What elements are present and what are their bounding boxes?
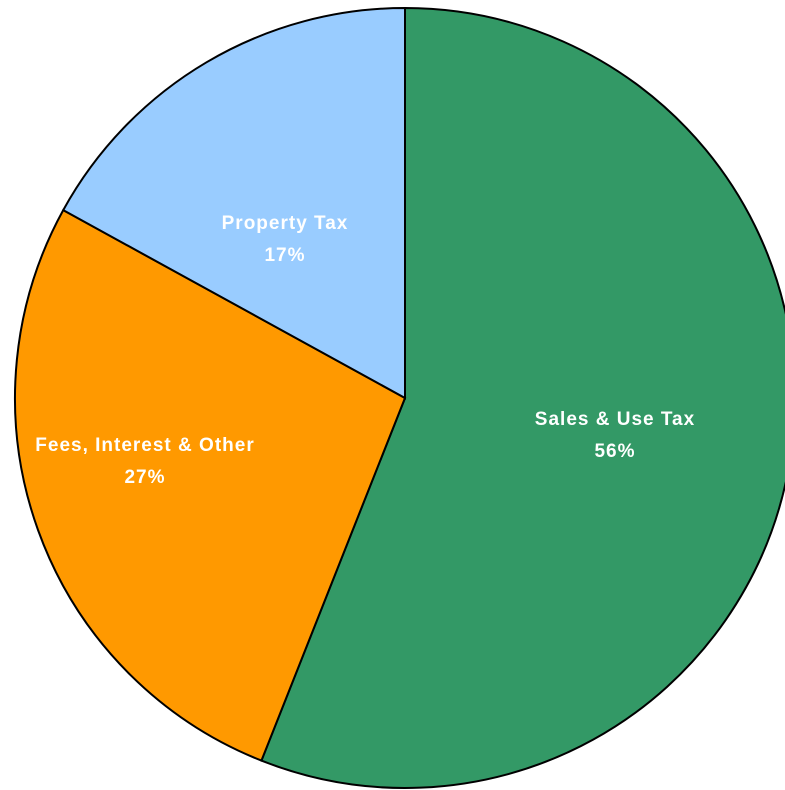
category-label: Property Tax xyxy=(221,213,349,234)
slice-label: Sales & Use Tax 56% xyxy=(485,404,745,468)
value-label: 56% xyxy=(594,441,636,462)
pie-slice xyxy=(14,208,407,762)
category-label: Fees, Interest & Other xyxy=(35,435,255,456)
slice-label: Fees, Interest & Other 27% xyxy=(25,430,265,494)
value-label: 17% xyxy=(264,245,306,266)
value-label: 27% xyxy=(124,467,166,488)
pie-slice xyxy=(61,6,406,400)
slice-label: Property Tax 17% xyxy=(175,208,395,272)
pie-slice xyxy=(260,6,785,789)
category-label: Sales & Use Tax xyxy=(534,409,696,430)
